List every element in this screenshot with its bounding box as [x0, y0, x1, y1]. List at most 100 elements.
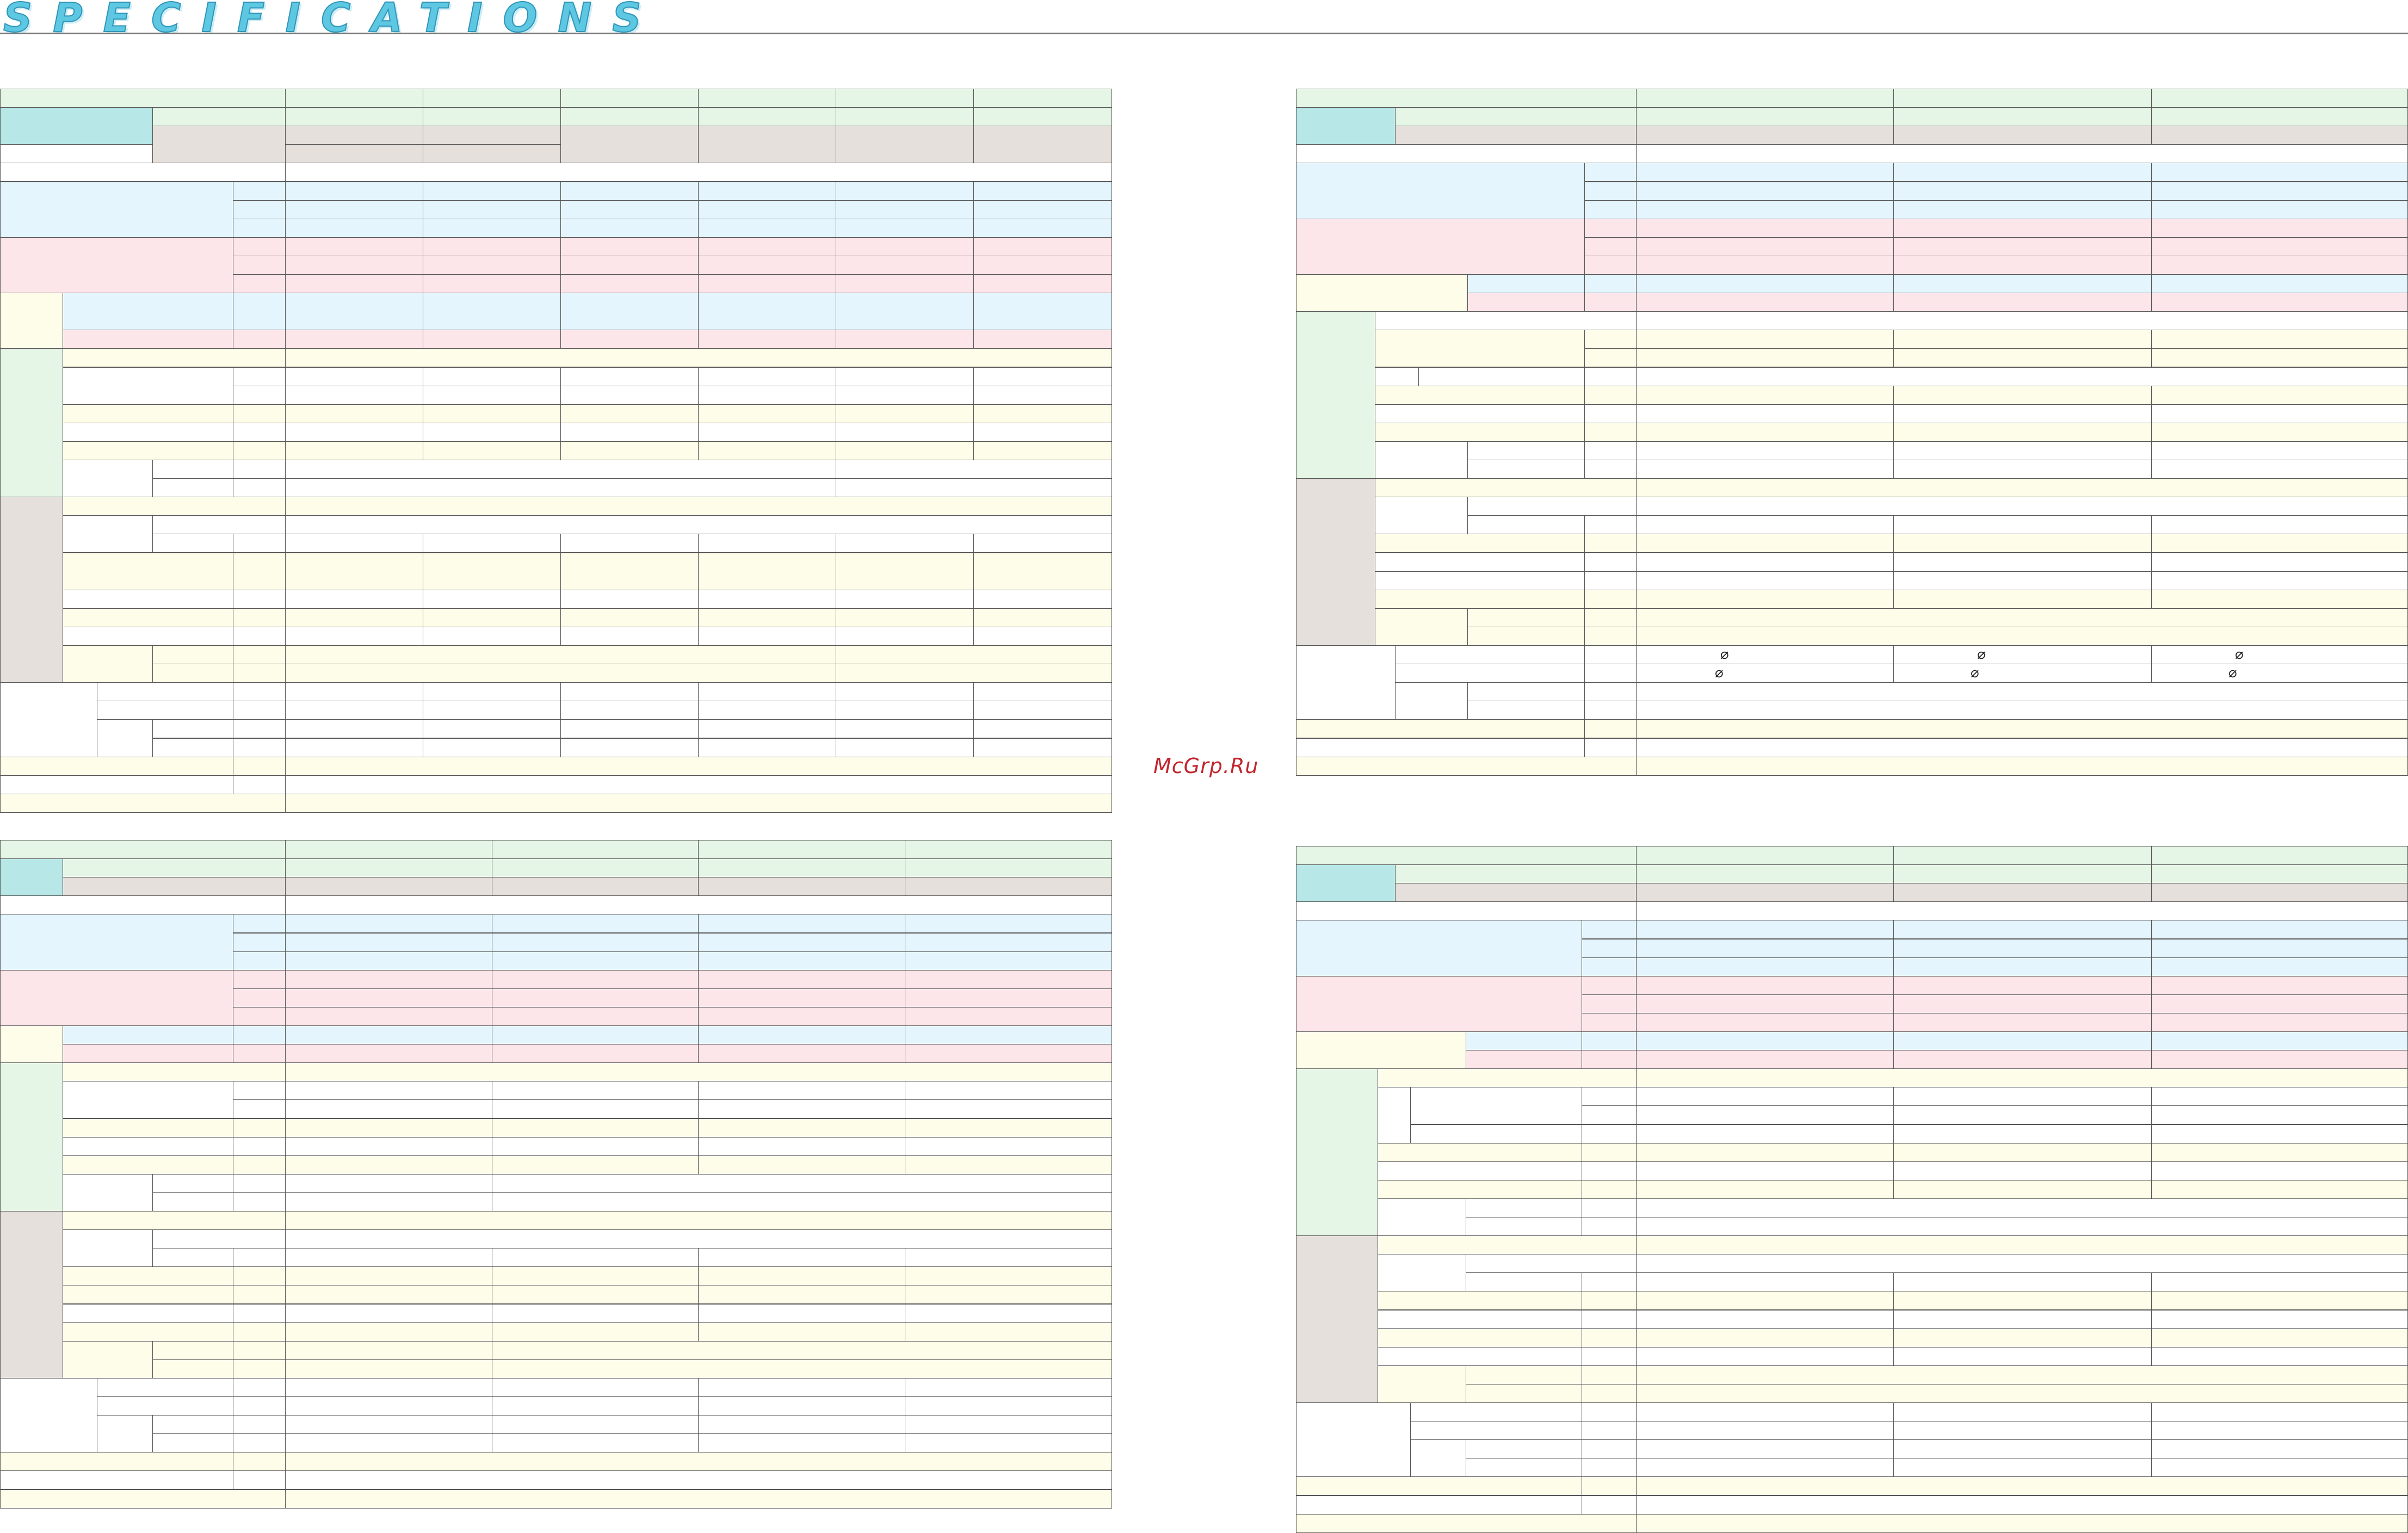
- spec-cell: [492, 1173, 1112, 1193]
- spec-cell: [1636, 1087, 1894, 1107]
- spec-cell: [905, 840, 1112, 860]
- spec-cell: [1893, 1087, 2152, 1107]
- spec-cell: [1636, 385, 1894, 405]
- spec-cell: [698, 1303, 905, 1323]
- spec-cell: [905, 1136, 1112, 1156]
- spec-cell: [63, 608, 233, 627]
- spec-cell: [63, 1303, 233, 1323]
- spec-cell: [836, 534, 974, 553]
- spec-cell: [2151, 515, 2408, 535]
- spec-cell: [1636, 883, 1894, 903]
- spec-cell: [0, 840, 286, 860]
- spec-cell: [423, 330, 561, 349]
- spec-cell: [97, 1415, 153, 1453]
- spec-cell: [1466, 1458, 1582, 1478]
- spec-cell: [1296, 1068, 1378, 1237]
- spec-cell: [0, 1377, 97, 1453]
- spec-cell: [1636, 497, 2408, 516]
- spec-cell: [1378, 1198, 1466, 1237]
- spec-cell: [63, 1118, 233, 1138]
- spec-cell: [1296, 218, 1585, 275]
- spec-cell: [836, 478, 1112, 498]
- spec-cell: [560, 89, 699, 108]
- spec-cell: [560, 626, 699, 646]
- spec-cell: [1636, 682, 2408, 702]
- spec-cell: [233, 385, 286, 405]
- spec-cell: [698, 422, 836, 442]
- spec-cell: [492, 1006, 699, 1026]
- spec-cell: [492, 1415, 699, 1435]
- spec-cell: [285, 589, 423, 609]
- spec-cell: [285, 756, 1112, 776]
- spec-cell: [285, 497, 1112, 516]
- spec-cell: [492, 932, 699, 952]
- spec-cell: [1893, 515, 2152, 535]
- spec-cell: [285, 515, 1112, 535]
- spec-cell: [1584, 645, 1637, 665]
- spec-cell: [285, 1155, 492, 1175]
- spec-cell: [973, 200, 1112, 219]
- spec-cell: [63, 1322, 233, 1342]
- spec-cell: [63, 589, 233, 609]
- spec-cell: [1636, 330, 1894, 349]
- spec-cell: [233, 1006, 286, 1026]
- spec-cell: [63, 1044, 233, 1064]
- spec-cell: [285, 877, 492, 897]
- spec-cell: [285, 1359, 492, 1379]
- spec-cell: [1395, 883, 1637, 903]
- spec-cell: [836, 200, 974, 219]
- spec-cell: [233, 274, 286, 294]
- spec-cell: [836, 237, 974, 256]
- spec-cell: [285, 793, 1112, 813]
- spec-cell: [0, 793, 286, 813]
- spec-cell: [836, 107, 974, 127]
- spec-cell: [1466, 1365, 1582, 1384]
- spec-cell: [905, 1285, 1112, 1305]
- spec-cell: [1636, 1328, 1894, 1347]
- spec-cell: [2151, 181, 2408, 201]
- spec-cell: [1636, 200, 1894, 219]
- spec-cell: [1584, 330, 1637, 349]
- spec-cell: [233, 460, 286, 479]
- spec-cell: [1893, 1439, 2152, 1459]
- spec-cell: [1378, 1087, 1411, 1143]
- spec-cell: [698, 914, 905, 934]
- spec-cell: [2151, 1012, 2408, 1032]
- spec-cell: [905, 914, 1112, 934]
- spec-cell: [2151, 293, 2408, 312]
- spec-cell: [423, 422, 561, 442]
- spec-cell: [1467, 293, 1585, 312]
- spec-cell: [1582, 1328, 1637, 1347]
- spec-cell: [698, 840, 905, 860]
- spec-cell: [1296, 864, 1396, 903]
- spec-cell: [1893, 664, 2152, 683]
- spec-cell: [233, 914, 286, 934]
- spec-cell: [233, 1470, 286, 1490]
- spec-cell: [1378, 1291, 1582, 1311]
- spec-cell: [152, 738, 233, 757]
- spec-cell: [233, 645, 286, 665]
- spec-cell: [836, 385, 974, 405]
- spec-cell: [1893, 957, 2152, 976]
- spec-cell: [2151, 89, 2408, 108]
- spec-cell: [492, 840, 699, 860]
- spec-cell: [2151, 552, 2408, 572]
- spec-cell: [1584, 460, 1637, 479]
- spec-cell: [560, 367, 699, 386]
- spec-cell: [698, 1322, 905, 1342]
- spec-cell: [285, 348, 1112, 368]
- spec-table-1: [0, 89, 1112, 813]
- spec-cell: [973, 107, 1112, 127]
- spec-cell: [1582, 994, 1637, 1013]
- spec-cell: [233, 534, 286, 553]
- spec-cell: [1893, 1161, 2152, 1180]
- spec-cell: [1636, 1068, 2408, 1088]
- spec-cell: [973, 218, 1112, 238]
- spec-cell: [1296, 719, 1585, 739]
- spec-cell: [233, 330, 286, 349]
- spec-cell: [492, 1155, 699, 1175]
- spec-cell: [905, 1118, 1112, 1138]
- spec-cell: [1636, 626, 2408, 646]
- spec-cell: [1893, 1272, 2152, 1292]
- spec-cell: [1636, 181, 1894, 201]
